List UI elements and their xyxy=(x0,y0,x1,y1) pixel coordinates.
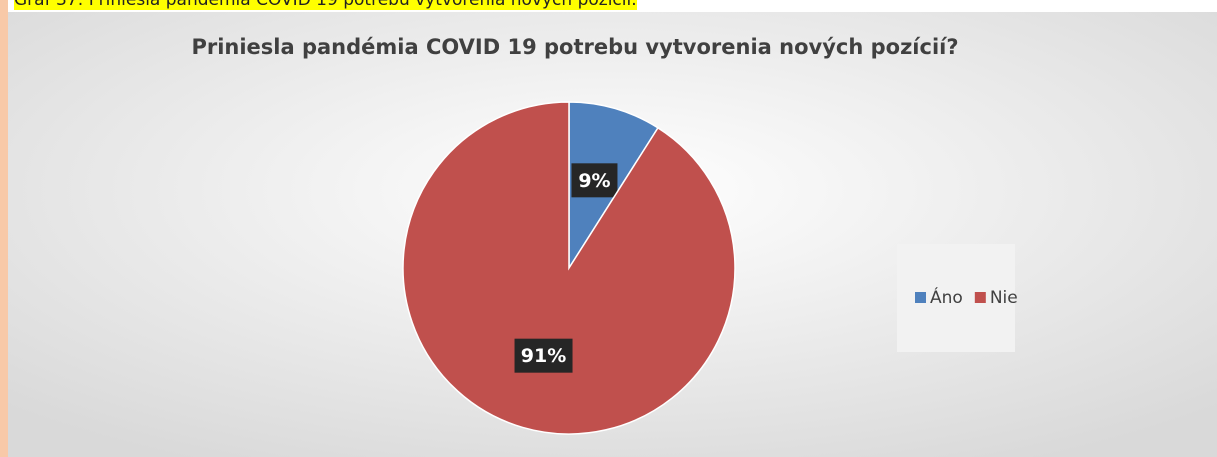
legend-swatch xyxy=(915,292,926,303)
pie-slice xyxy=(402,101,736,435)
chart: Priniesla pandémia COVID 19 potrebu vytv… xyxy=(8,12,1217,457)
chart-title: Priniesla pandémia COVID 19 potrebu vytv… xyxy=(191,35,958,59)
data-label-bg xyxy=(514,338,573,373)
page-margin xyxy=(0,0,8,457)
data-label-bg xyxy=(571,163,618,198)
legend-label: Nie xyxy=(990,288,1018,308)
caption: Graf 37: Priniesla pandémia COVID 19 pot… xyxy=(14,0,637,10)
data-label: 9% xyxy=(578,170,610,192)
legend-label: Áno xyxy=(930,286,963,308)
legend-swatch xyxy=(974,292,986,303)
data-label: 91% xyxy=(521,345,566,367)
